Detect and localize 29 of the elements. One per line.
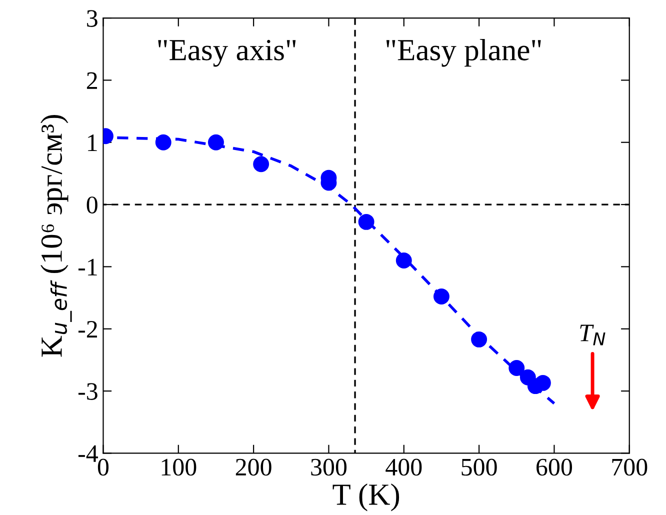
y-tick-label: -2 bbox=[78, 320, 97, 338]
y-tick-label: 0 bbox=[86, 196, 98, 214]
point bbox=[471, 331, 488, 348]
annotation: "Easy axis" bbox=[158, 40, 296, 67]
x-tick-label: 600 bbox=[536, 458, 572, 476]
x-tick-label: 700 bbox=[612, 458, 648, 476]
point bbox=[208, 134, 224, 150]
y-tick-label: -1 bbox=[78, 258, 97, 276]
y-tick-label: 1 bbox=[88, 134, 97, 152]
annotation: "Easy plane" bbox=[386, 38, 541, 67]
y-tick-label: 3 bbox=[87, 10, 98, 27]
y-tick-label: -4 bbox=[78, 445, 98, 462]
x-tick-label: 200 bbox=[236, 458, 272, 476]
point bbox=[534, 374, 551, 391]
point bbox=[508, 360, 525, 376]
point bbox=[155, 134, 172, 150]
x-tick-label: 100 bbox=[162, 458, 196, 476]
x-axis-title: T (K) bbox=[332, 484, 400, 512]
point bbox=[358, 214, 374, 230]
x-tick-label: 400 bbox=[386, 458, 422, 476]
y-axis-title: K$_{u_eff}$ (10⁶ эрг/см³) bbox=[40, 115, 72, 357]
point bbox=[433, 288, 450, 305]
point bbox=[253, 156, 270, 172]
y-tick-label: -3 bbox=[78, 383, 98, 400]
x-tick-label: 300 bbox=[311, 458, 347, 476]
annotation: T$_{N}$ bbox=[580, 324, 606, 346]
point bbox=[396, 252, 412, 268]
y-tick-label: 2 bbox=[86, 72, 97, 89]
x-tick-label: 500 bbox=[462, 458, 497, 476]
